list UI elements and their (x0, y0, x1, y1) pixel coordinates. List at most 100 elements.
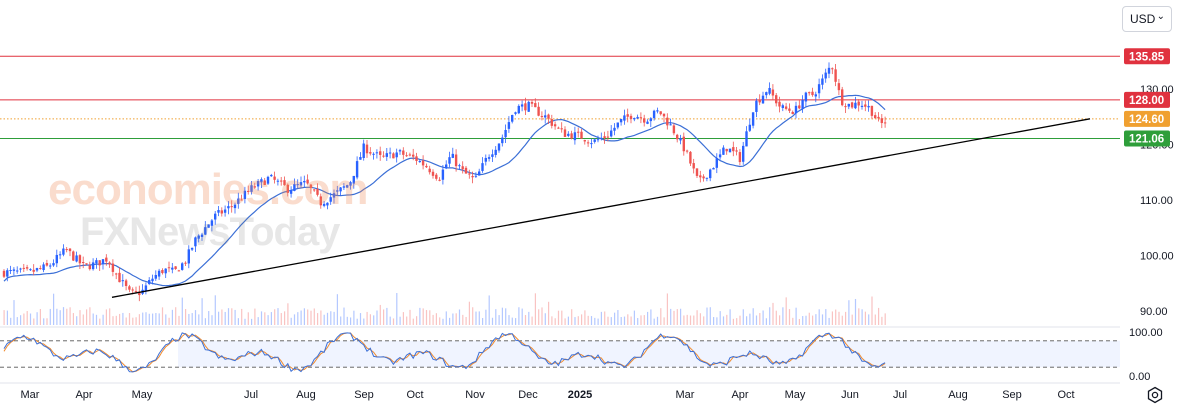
volume-bar (373, 315, 375, 325)
candle-body (517, 105, 520, 114)
volume-bar (201, 298, 203, 325)
volume-bar (854, 298, 857, 325)
volume-bar (739, 315, 741, 325)
candle-body (121, 280, 124, 282)
volume-bar (402, 312, 404, 325)
volume-bar (99, 318, 101, 325)
volume-bar (524, 315, 527, 325)
volume-bar (383, 309, 385, 325)
candle-body (527, 101, 530, 112)
candle-body (243, 190, 247, 200)
candle-body (438, 179, 441, 181)
volume-bar (769, 307, 771, 325)
volume-bar (148, 313, 150, 325)
candle-body (695, 168, 699, 176)
volume-bar (165, 314, 167, 325)
volume-bar (376, 310, 378, 325)
volume-bar (257, 317, 259, 325)
volume-bar (53, 293, 55, 325)
candle-body (260, 179, 263, 183)
candle-body (124, 280, 128, 286)
candle-body (167, 267, 171, 269)
candle-body (481, 163, 484, 171)
volume-bar (39, 308, 41, 325)
time-tick-label: Nov (465, 389, 485, 401)
chevron-down-icon: ⌄ (1156, 11, 1165, 22)
candle-body (844, 106, 847, 108)
candle-body (484, 157, 487, 162)
candle-body (428, 168, 431, 173)
candle-body (184, 262, 187, 264)
candle-body (583, 140, 586, 142)
volume-bar (567, 316, 569, 325)
level-price-badge (1124, 110, 1170, 127)
candle-body (88, 265, 91, 270)
candle-body (85, 263, 88, 265)
candle-body (270, 174, 273, 177)
candle-body (95, 260, 98, 264)
candle-body (250, 185, 253, 192)
volume-bar (366, 311, 368, 325)
volume-bar (465, 316, 467, 325)
volume-bar (673, 310, 675, 325)
volume-bar (472, 307, 474, 325)
volume-bar (676, 309, 678, 325)
settings-gear-icon[interactable] (1146, 386, 1164, 404)
volume-bar (818, 309, 820, 325)
volume-bar (650, 309, 652, 325)
candle-body (643, 118, 646, 123)
volume-bar (76, 316, 78, 325)
candle-body (154, 274, 157, 279)
candle-body (118, 272, 121, 283)
volume-bar (241, 308, 243, 325)
candle-body (355, 161, 359, 178)
candle-body (369, 152, 372, 154)
candle-body (223, 209, 227, 213)
volume-bar (346, 316, 348, 325)
time-tick-label: Sep (1002, 389, 1022, 401)
candle-body (550, 119, 553, 126)
volume-bar (861, 309, 863, 325)
candle-body (171, 267, 174, 270)
candle-body (709, 169, 712, 179)
candle-body (451, 153, 454, 158)
candle-body (619, 118, 623, 123)
candle-body (316, 189, 319, 195)
volume-bar (693, 315, 695, 325)
candle-body (745, 131, 748, 147)
volume-bar (59, 310, 61, 325)
candle-body (748, 124, 751, 131)
volume-bar (541, 307, 543, 325)
candle-body (784, 106, 788, 109)
volume-bar (587, 315, 589, 325)
volume-bar (356, 318, 358, 325)
volume-bar (194, 310, 197, 325)
candle-body (775, 95, 778, 104)
candle-body (448, 157, 451, 164)
volume-bar (399, 316, 401, 325)
candle-body (586, 142, 590, 144)
candle-body (725, 148, 728, 152)
candle-body (827, 67, 831, 74)
candle-body (580, 131, 583, 139)
volume-bar (518, 307, 520, 325)
candle-body (332, 193, 336, 198)
currency-select[interactable]: USD ⌄ (1122, 6, 1172, 32)
volume-bar (178, 315, 180, 325)
candle-body (349, 182, 352, 186)
candle-body (273, 176, 276, 180)
candle-body (468, 173, 471, 175)
volume-bar (808, 312, 810, 325)
volume-bar (270, 312, 272, 325)
volume-bar (620, 316, 622, 325)
volume-bar (614, 312, 616, 325)
candle-body (161, 269, 164, 274)
candle-body (12, 269, 16, 271)
volume-bar (191, 313, 193, 325)
volume-bar (713, 317, 715, 325)
volume-bar (95, 314, 98, 325)
volume-bar (630, 316, 632, 325)
candle-body (207, 224, 210, 228)
